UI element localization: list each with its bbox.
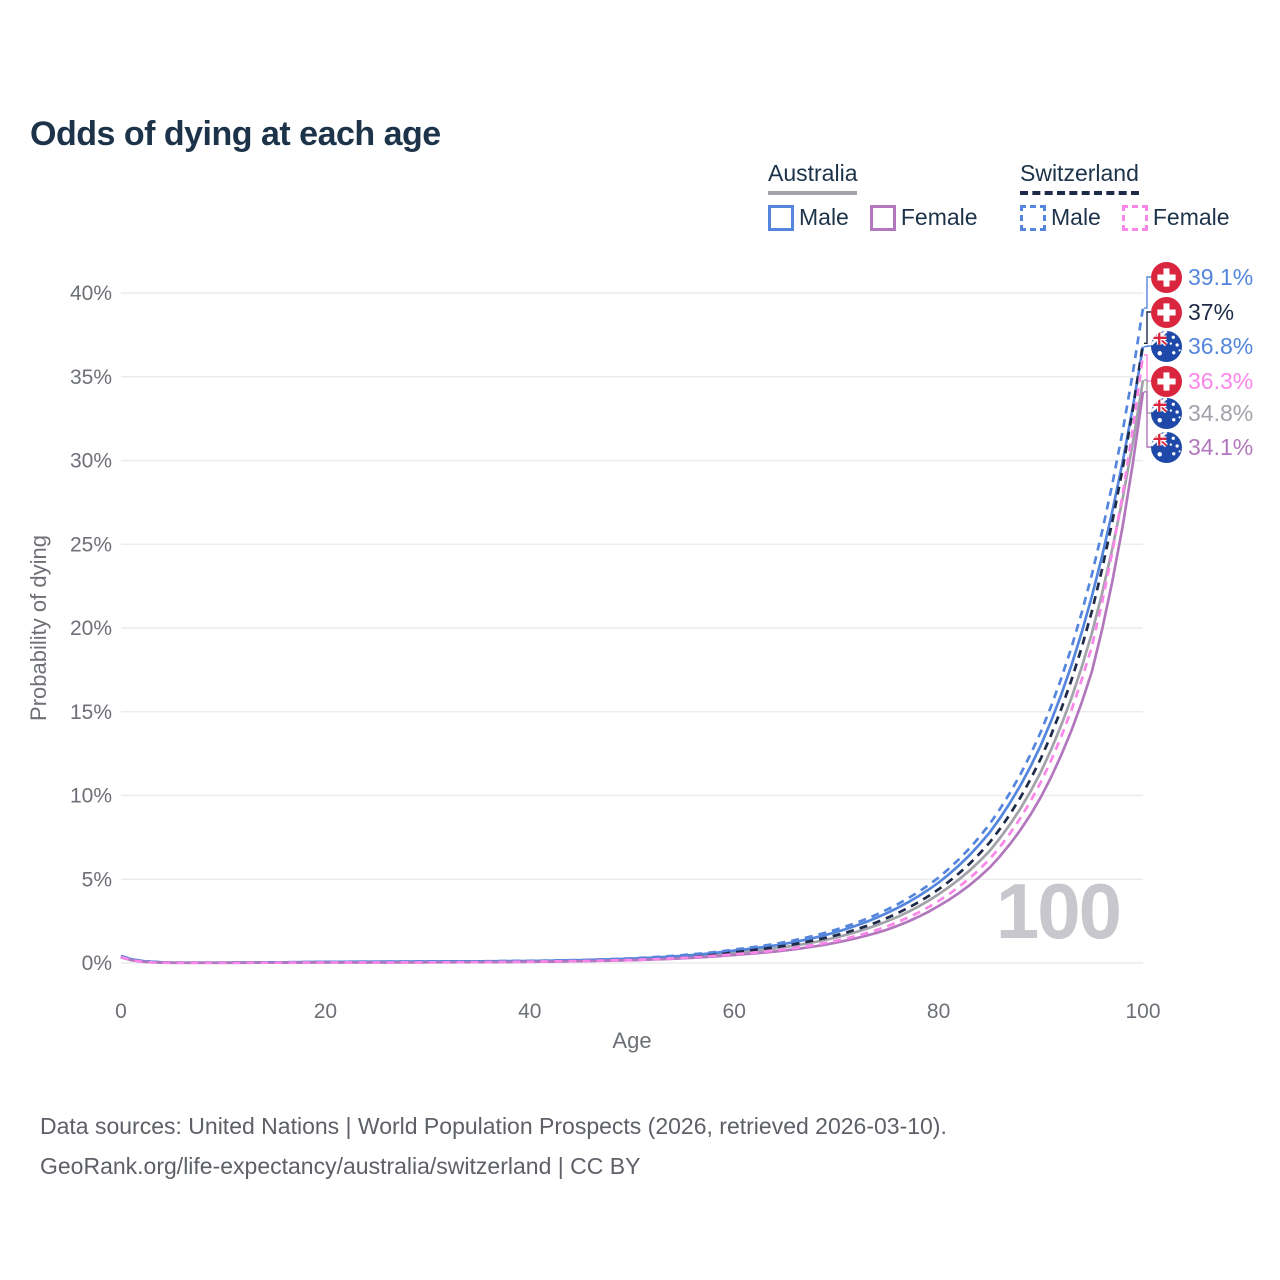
series-line-au_female: [120, 391, 1145, 965]
label-connector-au_male: [1144, 345, 1151, 348]
series-line-au_total: [120, 379, 1145, 965]
y-tick-label: 10%: [70, 785, 112, 808]
australia-male-swatch-icon: [768, 204, 794, 231]
x-tick-label: 0: [115, 1000, 127, 1023]
series-end-value: 36.8%: [1188, 332, 1254, 359]
australia-flag-icon: [1151, 398, 1182, 429]
y-tick-label: 15%: [70, 701, 112, 724]
label-connector-ch_female: [1144, 354, 1151, 382]
end-label-ch_male: 39.1%: [1151, 261, 1253, 293]
legend-item-australia-female[interactable]: Female: [869, 204, 978, 231]
legend-country-switzerland[interactable]: Switzerland: [1020, 160, 1139, 195]
series-line-ch_female: [120, 354, 1145, 965]
switzerland-flag-icon: [1151, 365, 1182, 397]
legend-item-label: Female: [1152, 204, 1230, 230]
y-tick-label: 25%: [70, 533, 112, 556]
footer-data-sources: Data sources: United Nations | World Pop…: [40, 1113, 947, 1139]
page-title: Odds of dying at each age: [30, 114, 441, 153]
y-tick-label: 30%: [70, 450, 112, 473]
switzerland-flag-icon: [1151, 261, 1182, 293]
y-tick-label: 5%: [82, 868, 112, 891]
series-line-au_male: [120, 346, 1145, 965]
x-axis-title: Age: [612, 1028, 651, 1053]
legend-group-australia: Australia Male Female: [768, 160, 978, 231]
x-tick-label: 40: [518, 1000, 541, 1023]
switzerland-flag-icon: [1151, 296, 1182, 328]
end-label-ch_female: 36.3%: [1151, 365, 1253, 397]
legend-item-label: Male: [1051, 204, 1101, 230]
y-tick-label: 0%: [82, 952, 112, 975]
x-tick-label: 100: [1125, 1000, 1160, 1023]
legend-item-label: Female: [900, 204, 978, 230]
y-axis-title: Probability of dying: [26, 535, 51, 721]
series-end-value: 36.3%: [1188, 367, 1254, 394]
switzerland-female-swatch-icon: [1121, 204, 1148, 231]
y-tick-label: 20%: [70, 617, 112, 640]
label-connector-ch_total: [1144, 311, 1151, 344]
series-end-value: 34.8%: [1188, 399, 1254, 426]
y-tick-label: 35%: [70, 366, 112, 389]
series-end-value: 39.1%: [1188, 263, 1254, 290]
legend-item-switzerland-female[interactable]: Female: [1121, 204, 1230, 231]
series-line-ch_male: [120, 307, 1145, 965]
end-label-au_male: 36.8%: [1151, 330, 1253, 362]
legend-item-australia-male[interactable]: Male: [768, 204, 849, 231]
x-tick-label: 20: [314, 1000, 337, 1023]
legend-group-switzerland: Switzerland Male Female: [1020, 160, 1230, 231]
footer: Data sources: United Nations | World Pop…: [40, 1106, 947, 1186]
x-tick-label: 80: [927, 1000, 950, 1023]
switzerland-male-swatch-icon: [1020, 204, 1046, 231]
label-connector-ch_male: [1144, 276, 1151, 309]
legend-country-australia[interactable]: Australia: [768, 160, 858, 195]
age-counter-watermark: 100: [995, 867, 1122, 955]
series-end-value: 37%: [1188, 298, 1235, 325]
australia-female-swatch-icon: [869, 204, 896, 231]
australia-flag-icon: [1151, 331, 1182, 362]
legend-item-label: Male: [799, 204, 849, 230]
end-label-au_total: 34.8%: [1151, 397, 1253, 429]
label-connector-au_female: [1144, 391, 1151, 448]
end-label-ch_total: 37%: [1151, 296, 1234, 328]
x-tick-label: 60: [723, 1000, 746, 1023]
series-line-ch_total: [120, 343, 1145, 965]
end-label-au_female: 34.1%: [1151, 431, 1253, 463]
series-end-value: 34.1%: [1188, 433, 1254, 460]
australia-flag-icon: [1151, 432, 1182, 463]
y-tick-label: 40%: [70, 282, 112, 305]
footer-attribution: GeoRank.org/life-expectancy/australia/sw…: [40, 1153, 641, 1179]
legend-item-switzerland-male[interactable]: Male: [1020, 204, 1101, 231]
